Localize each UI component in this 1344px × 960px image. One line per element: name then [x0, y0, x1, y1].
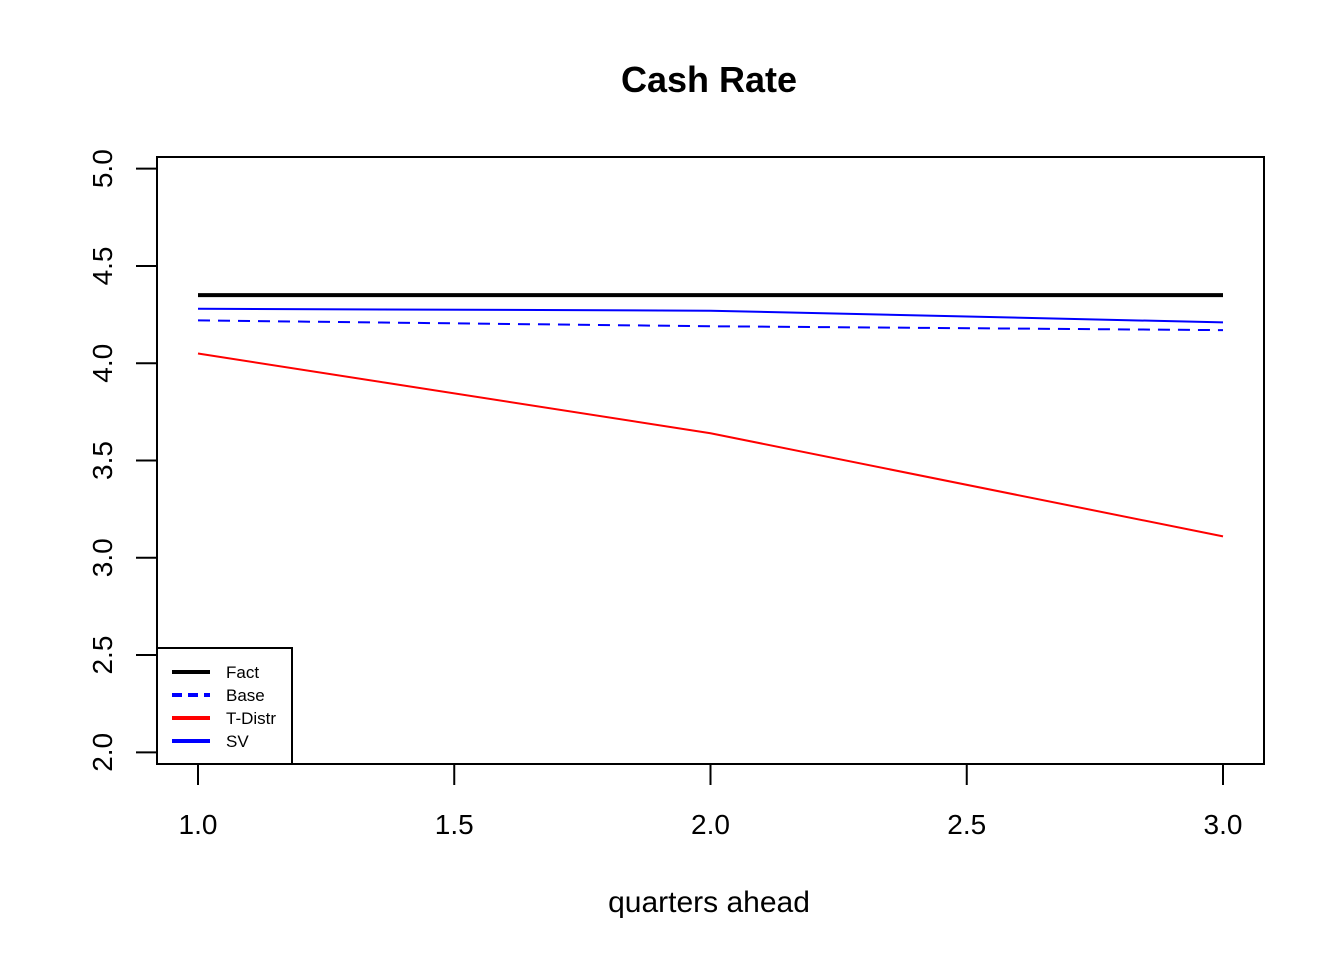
y-tick-label: 3.5	[87, 441, 118, 480]
y-tick-label: 5.0	[87, 149, 118, 188]
y-tick-label: 3.0	[87, 538, 118, 577]
x-tick-label: 2.0	[691, 809, 730, 840]
legend-label: Fact	[226, 663, 259, 682]
series-line-sv	[197, 307, 1224, 324]
x-tick-label: 1.0	[179, 809, 218, 840]
x-tick-label: 3.0	[1204, 809, 1243, 840]
y-tick-label: 4.0	[87, 344, 118, 383]
legend-label: SV	[226, 732, 249, 751]
plot-frame	[156, 156, 1265, 765]
y-tick-label: 4.5	[87, 246, 118, 285]
series-lines	[197, 293, 1224, 538]
x-axis-label: quarters ahead	[608, 886, 810, 919]
x-tick-label: 1.5	[435, 809, 474, 840]
y-axis: 2.0 2.5 3.0 3.5 4.0 4.5 5.0	[87, 149, 158, 772]
legend-box	[156, 647, 293, 765]
legend-label: Base	[226, 686, 265, 705]
series-line-base	[197, 319, 1224, 332]
y-tick-label: 2.5	[87, 636, 118, 675]
series-line-t-distr	[197, 352, 1224, 538]
y-tick-label: 2.0	[87, 733, 118, 772]
legend: Fact Base T-Distr SV	[156, 647, 293, 765]
chart-title: Cash Rate	[621, 59, 797, 100]
x-axis: 1.0 1.5 2.0 2.5 3.0	[179, 763, 1243, 840]
legend-label: T-Distr	[226, 709, 276, 728]
x-tick-label: 2.5	[947, 809, 986, 840]
